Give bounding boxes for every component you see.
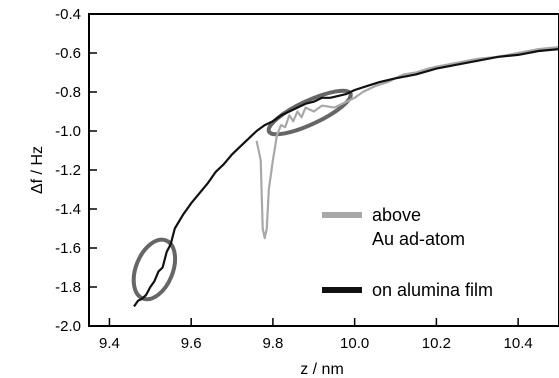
y-axis-title: Δf / Hz bbox=[29, 146, 46, 194]
annotation-layer bbox=[131, 88, 353, 302]
y-tick-label: -0.4 bbox=[55, 6, 81, 23]
y-tick-label: -1.0 bbox=[55, 123, 81, 140]
x-tick-label: 9.4 bbox=[99, 335, 120, 352]
legend-label: above bbox=[372, 205, 421, 225]
series-line-alumina-film bbox=[133, 48, 559, 308]
x-axis-title: z / nm bbox=[300, 361, 344, 378]
y-tick-label: -1.4 bbox=[55, 201, 81, 218]
x-tick-label: 10.2 bbox=[422, 335, 451, 352]
legend: above Au ad-atom on alumina film bbox=[322, 205, 493, 300]
y-tick-label: -0.8 bbox=[55, 84, 81, 101]
highlight-ellipse bbox=[266, 88, 353, 137]
x-tick-label: 10.4 bbox=[504, 335, 533, 352]
y-tick-label: -1.2 bbox=[55, 162, 81, 179]
series-layer bbox=[133, 46, 559, 308]
y-tick-label: -1.8 bbox=[55, 279, 81, 296]
y-tick-label: -0.6 bbox=[55, 45, 81, 62]
x-tick-label: 10.0 bbox=[340, 335, 369, 352]
y-tick-label: -1.6 bbox=[55, 240, 81, 257]
x-axis: 9.4 9.6 9.8 10.0 10.2 10.4 bbox=[99, 318, 533, 352]
y-axis: -0.4 -0.6 -0.8 -1.0 -1.2 -1.4 -1.6 -1.8 -2.0 bbox=[55, 6, 97, 335]
x-tick-label: 9.6 bbox=[181, 335, 202, 352]
series-line-au-adatom bbox=[255, 46, 559, 240]
highlight-ellipse bbox=[131, 237, 178, 302]
legend-label: on alumina film bbox=[372, 280, 493, 300]
x-tick-label: 9.8 bbox=[262, 335, 283, 352]
legend-label: Au ad-atom bbox=[372, 229, 465, 249]
y-tick-label: -2.0 bbox=[55, 318, 81, 335]
